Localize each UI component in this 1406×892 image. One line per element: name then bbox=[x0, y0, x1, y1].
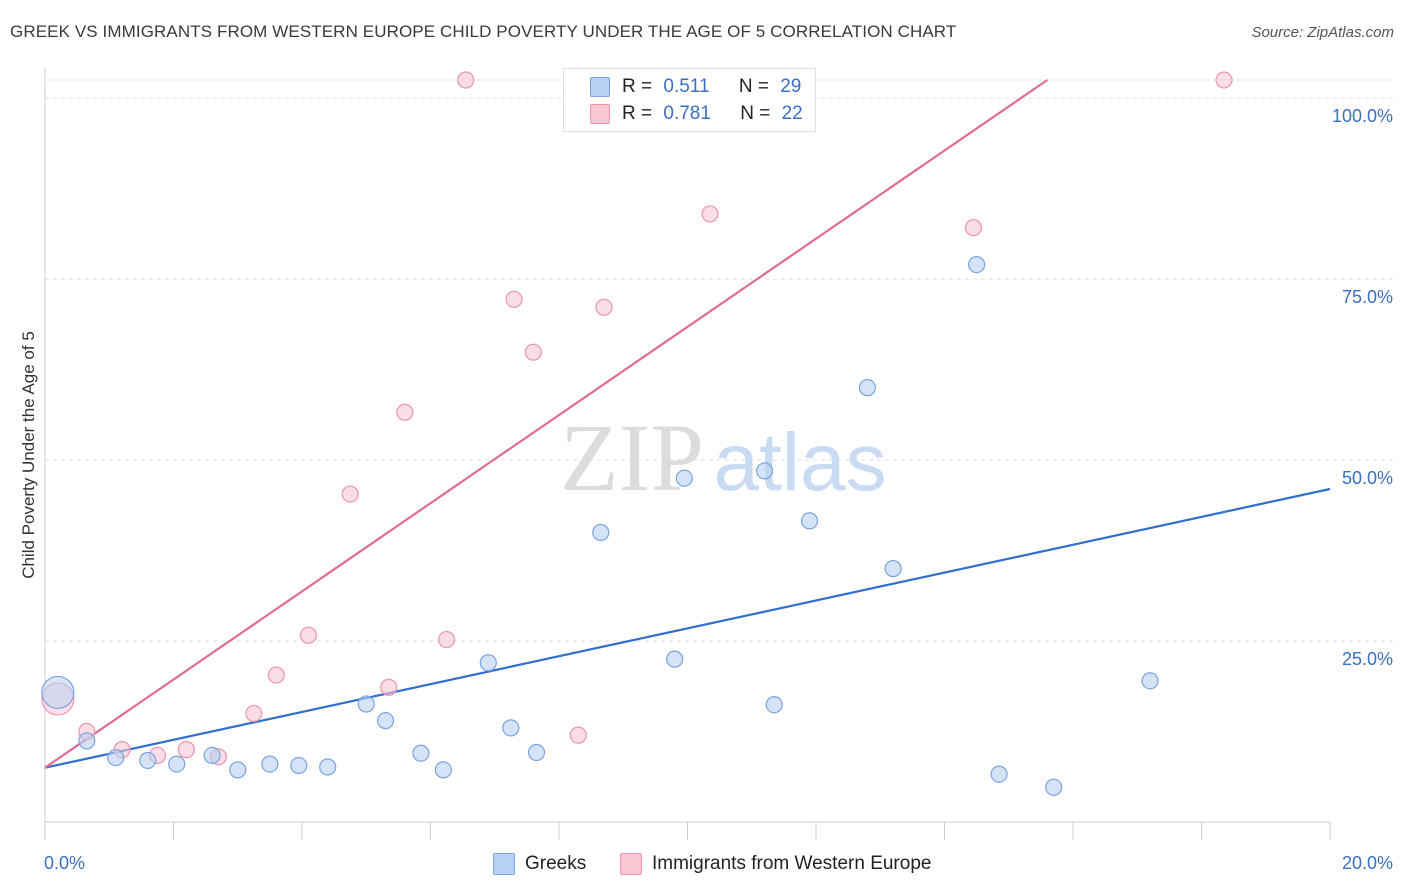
axes bbox=[44, 68, 1331, 840]
y-tick-label: 50.0% bbox=[1342, 468, 1393, 488]
legend-label-immigrants: Immigrants from Western Europe bbox=[652, 853, 932, 874]
point-greeks bbox=[527, 743, 546, 762]
point-immigrants bbox=[505, 290, 523, 308]
point-immigrants bbox=[569, 726, 587, 744]
point-greeks bbox=[376, 712, 395, 730]
legend-item-immigrants[interactable]: Immigrants from Western Europe bbox=[620, 852, 931, 876]
y-tick-label: 75.0% bbox=[1342, 287, 1393, 307]
point-greeks bbox=[765, 696, 783, 714]
watermark-zip: ZIP bbox=[560, 404, 704, 511]
point-greeks bbox=[319, 758, 337, 776]
point-greeks bbox=[261, 755, 279, 773]
legend-r-value: 0.511 bbox=[663, 76, 710, 97]
point-greeks bbox=[78, 732, 96, 750]
legend-swatch-immigrants bbox=[620, 853, 642, 875]
legend-swatch-immigrants bbox=[590, 104, 610, 124]
point-greeks bbox=[502, 719, 520, 737]
point-immigrants bbox=[396, 403, 414, 421]
point-immigrants bbox=[341, 485, 359, 503]
legend-r-value: 0.781 bbox=[663, 103, 711, 124]
trend-line-greeks bbox=[44, 487, 1331, 769]
legend-n-label: N = bbox=[740, 103, 771, 124]
point-immigrants bbox=[437, 630, 456, 649]
legend-r-label: R = bbox=[622, 76, 653, 97]
chart-title: GREEK VS IMMIGRANTS FROM WESTERN EUROPE … bbox=[10, 22, 957, 41]
legend-n-value: 22 bbox=[781, 103, 803, 124]
point-greeks bbox=[1045, 778, 1063, 796]
point-immigrants bbox=[964, 219, 983, 237]
point-immigrants bbox=[380, 678, 398, 696]
x-tick-label: 20.0% bbox=[1342, 853, 1393, 873]
point-immigrants bbox=[1215, 71, 1233, 89]
legend-swatch-greeks bbox=[493, 853, 515, 875]
watermark-atlas: atlas bbox=[713, 417, 886, 508]
point-greeks bbox=[479, 654, 497, 672]
point-greeks bbox=[41, 675, 75, 710]
point-greeks bbox=[1141, 672, 1159, 690]
point-greeks bbox=[107, 748, 125, 767]
legend-item-greeks[interactable]: Greeks bbox=[493, 852, 586, 876]
point-immigrants bbox=[245, 704, 263, 723]
trend-line-immigrants bbox=[44, 79, 1048, 769]
legend-n-value: 29 bbox=[780, 76, 802, 97]
series-legend: Greeks Immigrants from Western Europe bbox=[0, 852, 1406, 876]
point-immigrants bbox=[299, 626, 318, 644]
data-points bbox=[41, 71, 1233, 796]
watermark: ZIP atlas bbox=[560, 404, 887, 511]
point-greeks bbox=[139, 751, 157, 770]
point-greeks bbox=[290, 756, 308, 775]
y-tick-label: 25.0% bbox=[1342, 649, 1393, 669]
point-greeks bbox=[990, 765, 1008, 783]
x-tick-label: 0.0% bbox=[44, 853, 85, 873]
point-greeks bbox=[412, 744, 430, 762]
y-axis-label: Child Poverty Under the Age of 5 bbox=[19, 331, 38, 579]
point-immigrants bbox=[457, 71, 475, 89]
point-greeks bbox=[434, 761, 452, 779]
point-greeks bbox=[229, 761, 247, 779]
point-greeks bbox=[755, 462, 774, 480]
source-label: Source: ZipAtlas.com bbox=[1251, 24, 1394, 41]
tick-labels: 25.0% 50.0% 75.0% 100.0% 0.0% 20.0% bbox=[44, 106, 1393, 873]
legend-n-label: N = bbox=[738, 76, 769, 97]
point-greeks bbox=[968, 255, 986, 274]
point-greeks bbox=[203, 746, 221, 765]
legend-label-greeks: Greeks bbox=[525, 853, 587, 874]
correlation-legend: R = 0.511 N = 29 R = 0.781 N = 22 bbox=[563, 68, 816, 132]
point-greeks bbox=[592, 523, 610, 542]
legend-r-label: R = bbox=[622, 103, 653, 124]
y-tick-label: 100.0% bbox=[1332, 106, 1393, 126]
point-greeks bbox=[675, 469, 693, 487]
point-immigrants bbox=[177, 741, 195, 759]
point-greeks bbox=[884, 560, 902, 578]
point-greeks bbox=[168, 755, 186, 773]
point-greeks bbox=[858, 379, 877, 397]
point-immigrants bbox=[595, 298, 613, 316]
point-immigrants bbox=[701, 205, 719, 223]
point-immigrants bbox=[524, 343, 542, 361]
legend-swatch-greeks bbox=[590, 77, 610, 97]
point-greeks bbox=[666, 650, 684, 668]
point-greeks bbox=[357, 695, 375, 713]
gridlines bbox=[45, 79, 1394, 642]
point-immigrants bbox=[267, 666, 285, 684]
trend-lines bbox=[44, 79, 1331, 769]
point-greeks bbox=[800, 512, 819, 530]
